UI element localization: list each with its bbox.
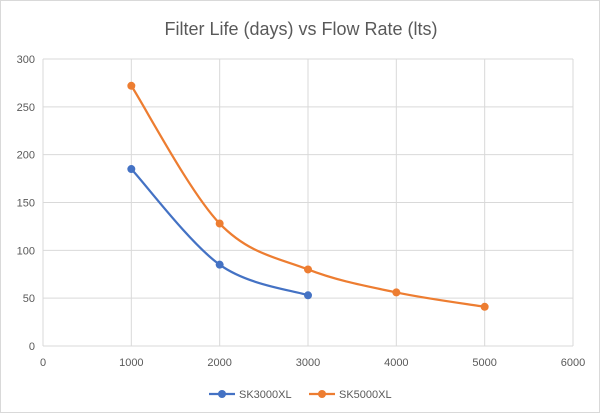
legend-label: SK5000XL [339,389,392,401]
series-line [130,85,485,308]
data-point [215,219,224,228]
y-tick-label: 100 [17,245,35,257]
data-point [215,260,224,269]
legend-marker [318,390,326,398]
y-tick-label: 0 [29,341,35,353]
x-tick-label: 1000 [119,357,143,369]
y-tick-label: 300 [17,54,35,66]
legend-entry: SK5000XL [309,389,392,401]
x-tick-label: 6000 [561,357,585,369]
data-point [127,81,136,90]
legend: SK3000XL SK5000XL [209,389,392,401]
y-tick-label: 150 [17,198,35,210]
chart-title: Filter Life (days) vs Flow Rate (lts) [164,19,437,39]
y-tick-label: 50 [23,293,35,305]
gridlines [42,58,574,347]
x-tick-label: 3000 [296,357,320,369]
plot-series [127,81,489,311]
x-tick-label: 5000 [472,357,496,369]
x-tick-label: 2000 [207,357,231,369]
y-tick-label: 250 [17,102,35,114]
y-tick-label: 200 [17,150,35,162]
data-point [392,288,401,297]
series-sk5000xl [127,81,489,311]
x-tick-label: 0 [40,357,46,369]
data-point [304,291,312,300]
data-point [127,165,136,174]
data-point [480,302,489,311]
legend-marker [218,390,226,398]
legend-entry: SK3000XL [209,389,292,401]
series-sk3000xl [127,165,312,300]
legend-label: SK3000XL [239,389,292,401]
data-point [304,265,312,274]
x-tick-label: 4000 [384,357,408,369]
